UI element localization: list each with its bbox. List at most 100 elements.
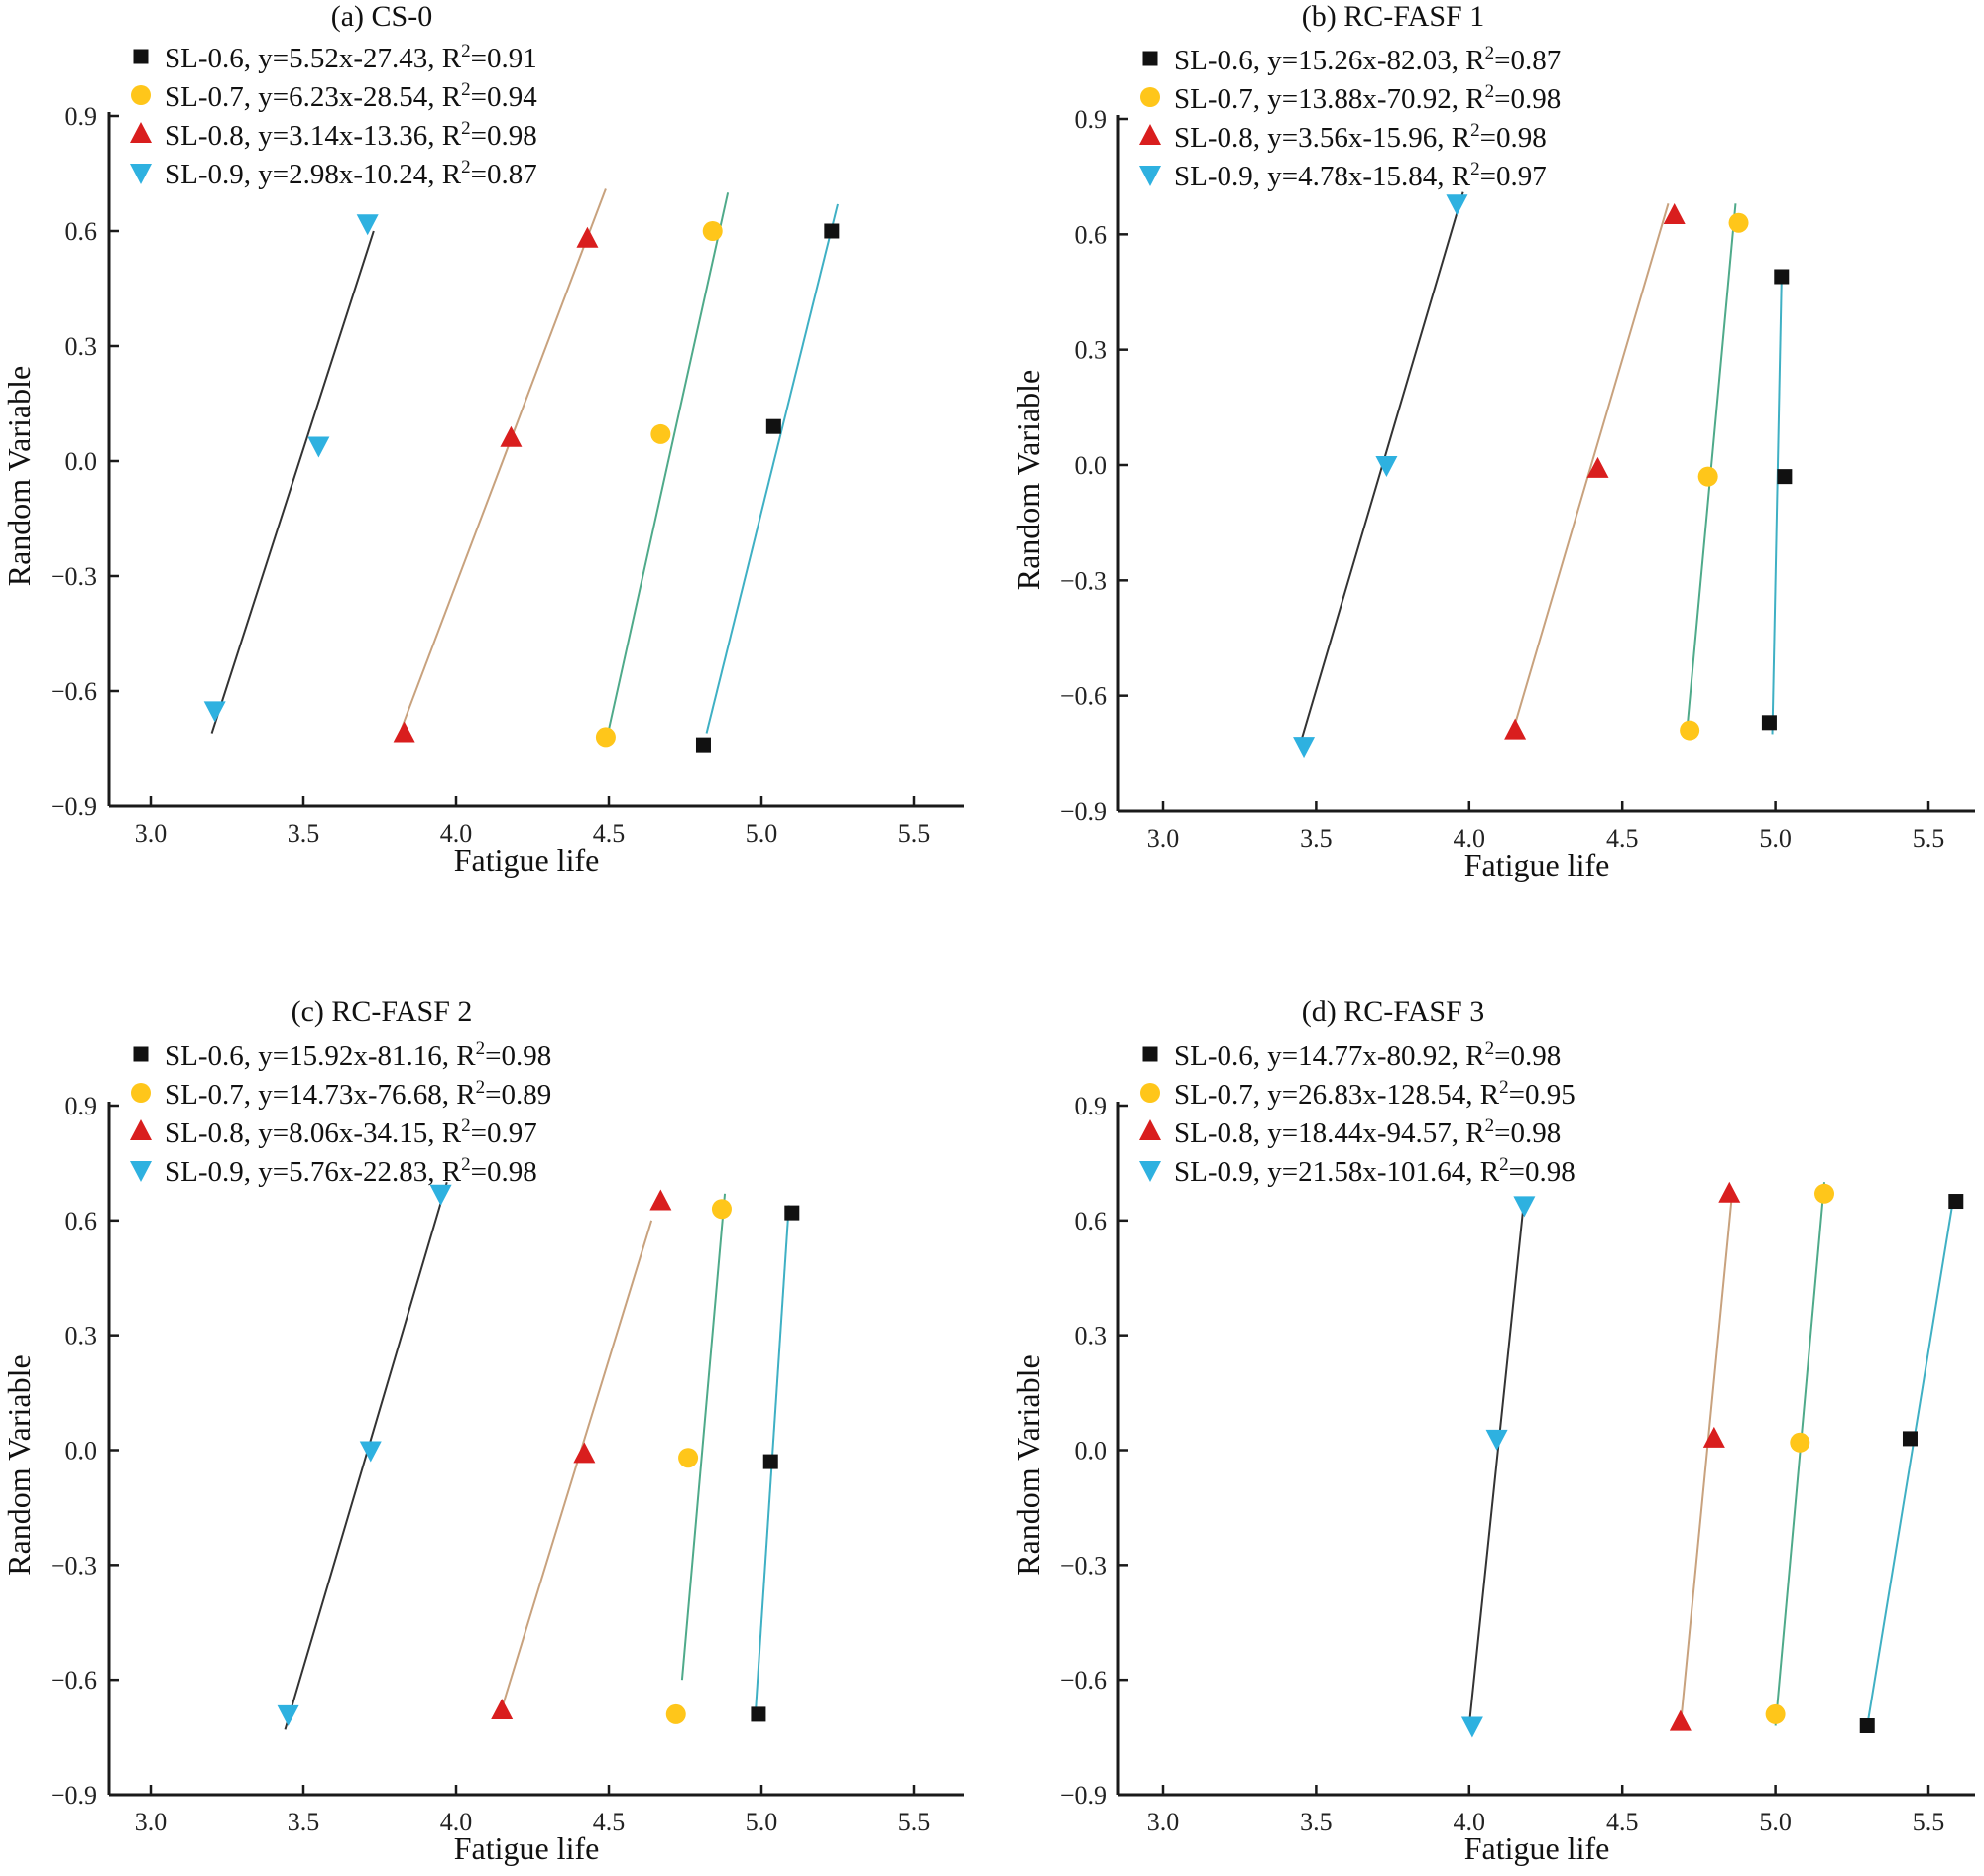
data-point-sl-0.6 xyxy=(762,1454,778,1469)
data-point-sl-0.9 xyxy=(203,701,226,723)
legend-marker-sl-0.9 xyxy=(1139,166,1161,186)
legend-marker-sl-0.9 xyxy=(130,164,152,184)
x-axis-title: Fatigue life xyxy=(1464,847,1610,882)
data-point-sl-0.7 xyxy=(1790,1432,1810,1453)
y-tick-label: −0.3 xyxy=(51,1551,97,1580)
x-axis-title: Fatigue life xyxy=(1464,1830,1610,1866)
legend-entry-sl-0.6: SL-0.6, y=14.77x-80.92, R2=0.98 xyxy=(1174,1038,1561,1072)
y-tick-label: 0.9 xyxy=(65,1092,98,1120)
y-tick-label: 0.0 xyxy=(65,1437,98,1466)
data-point-sl-0.9 xyxy=(1293,737,1316,759)
y-tick-label: 0.9 xyxy=(65,102,98,131)
data-point-sl-0.8 xyxy=(491,1699,514,1720)
data-point-sl-0.7 xyxy=(678,1448,699,1468)
data-point-sl-0.8 xyxy=(1663,202,1686,224)
data-point-sl-0.6 xyxy=(784,1205,800,1221)
data-point-sl-0.8 xyxy=(576,226,599,248)
legend-entry-sl-0.7: SL-0.7, y=26.83x-128.54, R2=0.95 xyxy=(1174,1077,1576,1111)
data-point-sl-0.8 xyxy=(1504,718,1527,740)
y-tick-label: 0.6 xyxy=(1075,1207,1108,1235)
fit-line-sl-0.9 xyxy=(284,1181,448,1730)
data-point-sl-0.9 xyxy=(1485,1429,1508,1451)
x-tick-label: 3.5 xyxy=(288,819,320,848)
legend-marker-sl-0.8 xyxy=(1139,124,1161,145)
legend-entry-sl-0.6: SL-0.6, y=5.52x-27.43, R2=0.91 xyxy=(165,41,537,74)
fit-line-sl-0.9 xyxy=(1467,1197,1526,1726)
panel-title: (a) CS-0 xyxy=(331,0,432,33)
fit-line-sl-0.8 xyxy=(1511,203,1670,735)
data-point-sl-0.8 xyxy=(500,425,523,447)
legend-entry-sl-0.6: SL-0.6, y=15.26x-82.03, R2=0.87 xyxy=(1174,43,1561,76)
x-tick-label: 3.0 xyxy=(135,1808,168,1836)
data-point-sl-0.7 xyxy=(665,1703,686,1724)
panel-d: 0.9 0.6 0.3 0.0 −0.3 −0.6 −0.9 3.0 3.5 4.0 4.5 5.0 5… xyxy=(1010,996,1975,1866)
legend-entry-sl-0.7: SL-0.7, y=6.23x-28.54, R2=0.94 xyxy=(165,79,537,113)
legend-entry-sl-0.7: SL-0.7, y=13.88x-70.92, R2=0.98 xyxy=(1174,81,1561,115)
y-tick-label: −0.9 xyxy=(1060,797,1107,826)
x-tick-label: 3.0 xyxy=(1147,824,1180,853)
y-tick-label: 0.3 xyxy=(65,332,98,361)
legend-marker-sl-0.6 xyxy=(133,49,149,64)
data-point-sl-0.8 xyxy=(573,1442,596,1464)
y-axis-title: Random Variable xyxy=(1,366,37,586)
panel-title: (c) RC-FASF 2 xyxy=(292,996,473,1028)
legend-marker-sl-0.8 xyxy=(1139,1119,1161,1140)
data-point-sl-0.7 xyxy=(1680,720,1700,741)
legend-marker-sl-0.7 xyxy=(1140,87,1160,107)
x-tick-label: 5.5 xyxy=(1913,824,1945,853)
x-tick-label: 4.0 xyxy=(440,819,473,848)
x-axis-title: Fatigue life xyxy=(454,842,600,878)
y-axis-title: Random Variable xyxy=(1,1354,37,1575)
data-point-sl-0.8 xyxy=(393,721,415,743)
panel-a: 0.9 0.6 0.3 0.0 −0.3 −0.6 −0.9 3.0 3.5 4.0 4.5 5.0 5… xyxy=(1,0,964,878)
data-point-sl-0.8 xyxy=(1702,1426,1725,1448)
x-tick-label: 3.5 xyxy=(288,1808,320,1836)
y-tick-label: −0.9 xyxy=(1060,1781,1107,1810)
x-tick-label: 3.0 xyxy=(1147,1808,1180,1836)
data-point-sl-0.7 xyxy=(711,1199,732,1220)
y-tick-label: 0.0 xyxy=(65,447,98,476)
y-tick-label: −0.6 xyxy=(51,1666,97,1695)
legend-entry-sl-0.9: SL-0.9, y=2.98x-10.24, R2=0.87 xyxy=(165,157,537,190)
y-tick-label: −0.3 xyxy=(1060,1551,1107,1580)
legend-entry-sl-0.6: SL-0.6, y=15.92x-81.16, R2=0.98 xyxy=(165,1038,551,1072)
x-tick-label: 5.0 xyxy=(746,819,778,848)
data-point-sl-0.7 xyxy=(1814,1183,1835,1204)
data-point-sl-0.6 xyxy=(824,223,840,239)
x-tick-label: 4.0 xyxy=(440,1808,473,1836)
legend-entry-sl-0.9: SL-0.9, y=4.78x-15.84, R2=0.97 xyxy=(1174,159,1547,192)
y-tick-label: 0.3 xyxy=(1075,1322,1108,1350)
data-point-sl-0.8 xyxy=(1718,1181,1741,1203)
legend-marker-sl-0.6 xyxy=(1142,51,1158,66)
legend-marker-sl-0.6 xyxy=(133,1046,149,1062)
legend-marker-sl-0.8 xyxy=(130,122,152,143)
data-point-sl-0.9 xyxy=(1460,1716,1483,1738)
data-point-sl-0.6 xyxy=(695,737,711,753)
x-tick-label: 4.5 xyxy=(1606,824,1639,853)
data-point-sl-0.6 xyxy=(1761,715,1777,731)
legend-marker-sl-0.9 xyxy=(1139,1161,1161,1182)
x-tick-label: 4.0 xyxy=(1454,1808,1486,1836)
data-point-sl-0.7 xyxy=(595,727,616,748)
x-tick-label: 3.5 xyxy=(1300,1808,1333,1836)
y-tick-label: −0.9 xyxy=(51,792,97,821)
legend-marker-sl-0.6 xyxy=(1142,1046,1158,1062)
x-tick-label: 5.0 xyxy=(746,1808,778,1836)
data-point-sl-0.9 xyxy=(1375,456,1398,477)
fit-line-sl-0.7 xyxy=(680,1193,727,1681)
data-point-sl-0.7 xyxy=(1728,212,1749,233)
legend-marker-sl-0.7 xyxy=(131,85,151,105)
x-axis-title: Fatigue life xyxy=(454,1830,600,1866)
data-point-sl-0.9 xyxy=(356,214,379,236)
legend-marker-sl-0.9 xyxy=(130,1161,152,1182)
fit-line-sl-0.7 xyxy=(1774,1182,1826,1726)
y-tick-label: −0.3 xyxy=(1060,566,1107,595)
x-tick-label: 5.0 xyxy=(1759,1808,1792,1836)
x-tick-label: 4.5 xyxy=(593,1808,626,1836)
data-point-sl-0.7 xyxy=(1765,1703,1786,1724)
x-tick-label: 5.0 xyxy=(1759,824,1792,853)
data-point-sl-0.9 xyxy=(277,1704,299,1726)
panel-title: (b) RC-FASF 1 xyxy=(1302,0,1484,33)
data-point-sl-0.8 xyxy=(649,1189,672,1211)
